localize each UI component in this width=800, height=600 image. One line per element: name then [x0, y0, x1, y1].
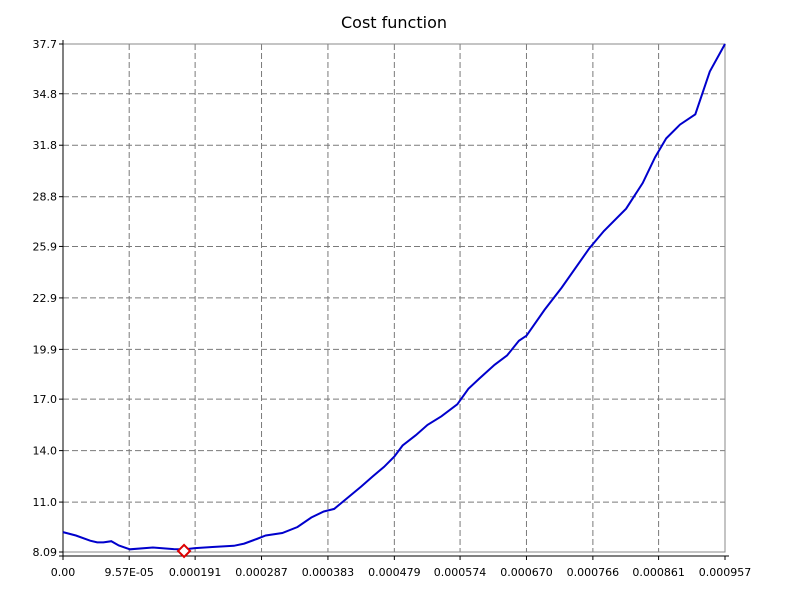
x-tick-label: 0.00 [51, 566, 76, 579]
y-tick-label: 11.0 [33, 496, 58, 509]
x-tick-label: 0.000766 [567, 566, 620, 579]
x-tick-label: 9.57E-05 [104, 566, 153, 579]
y-tick-label: 31.8 [33, 139, 58, 152]
gridlines [62, 43, 726, 553]
x-tick-label: 0.000861 [632, 566, 685, 579]
y-tick-label: 22.9 [33, 292, 58, 305]
chart-title: Cost function [341, 13, 447, 32]
x-axis-ticks: 0.00 9.57E-05 0.000191 0.000287 0.000383 0.00… [51, 556, 752, 579]
y-tick-label: 19.9 [33, 343, 58, 356]
x-tick-label: 0.000383 [302, 566, 355, 579]
x-tick-label: 0.000479 [368, 566, 421, 579]
x-tick-label: 0.000287 [235, 566, 288, 579]
y-tick-label: 17.0 [33, 393, 58, 406]
y-tick-label: 25.9 [33, 240, 58, 253]
y-tick-label: 34.8 [33, 88, 58, 101]
cost-series-line [62, 43, 726, 551]
series-layer [62, 43, 726, 551]
x-tick-label: 0.000957 [699, 566, 752, 579]
y-tick-label: 37.7 [33, 38, 58, 51]
marker-layer [176, 543, 192, 559]
y-tick-label: 14.0 [33, 445, 58, 458]
x-tick-label: 0.000191 [169, 566, 222, 579]
minimum-marker [176, 543, 192, 559]
y-axis-ticks: 8.09 11.0 14.0 17.0 19.9 22.9 25.9 28.8 31.8 34.8… [33, 38, 63, 559]
y-tick-label: 8.09 [33, 546, 58, 559]
x-tick-label: 0.000670 [500, 566, 553, 579]
x-tick-label: 0.000574 [434, 566, 487, 579]
y-tick-label: 28.8 [33, 191, 58, 204]
